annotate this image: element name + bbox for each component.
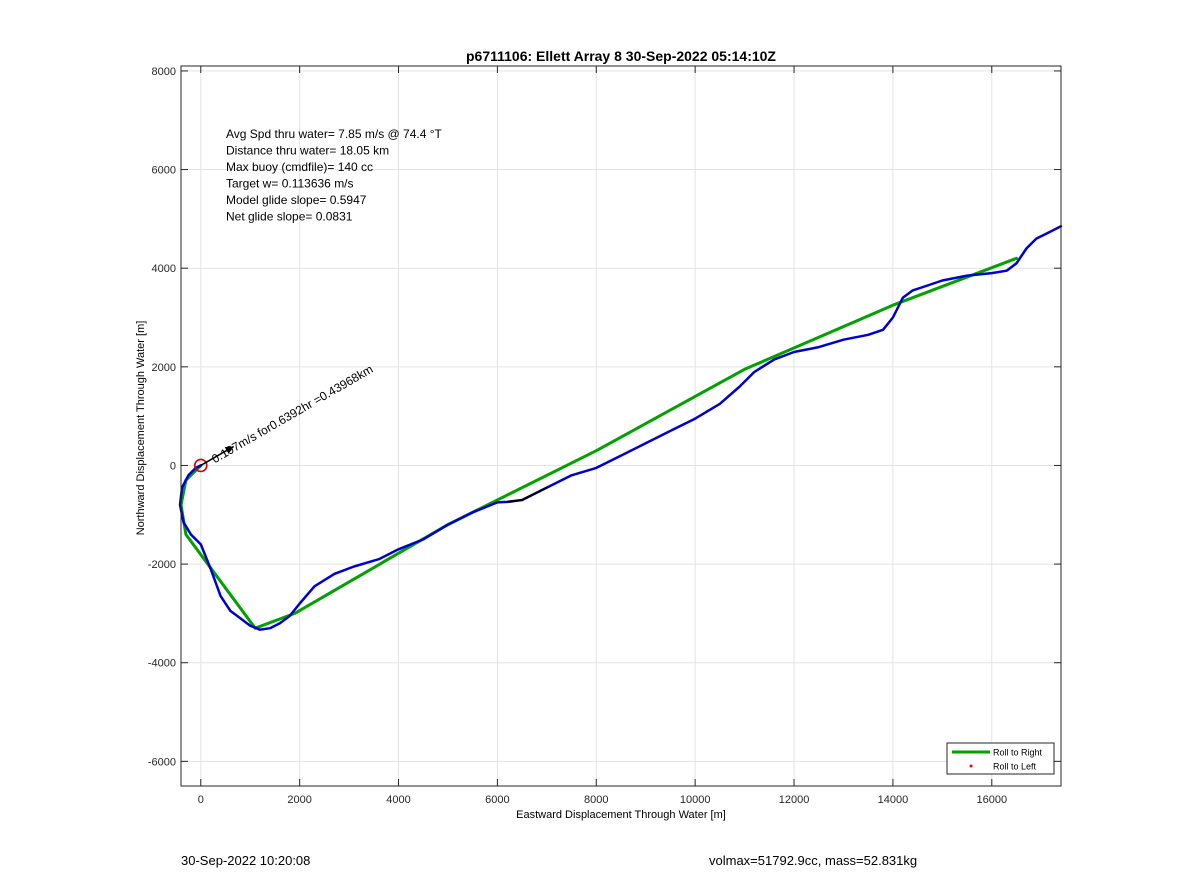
info-line: Net glide slope= 0.0831 bbox=[226, 210, 353, 224]
y-tick-label: -4000 bbox=[148, 658, 176, 670]
start-position-marker bbox=[193, 458, 208, 473]
y-tick-label: 4000 bbox=[152, 263, 176, 275]
x-tick-label: 10000 bbox=[680, 794, 711, 806]
x-tick-label: 16000 bbox=[976, 794, 1007, 806]
chart-title: p6711106: Ellett Array 8 30-Sep-2022 05:… bbox=[466, 48, 776, 64]
y-tick-label: 0 bbox=[170, 460, 176, 472]
info-line: Target w= 0.113636 m/s bbox=[226, 177, 354, 191]
y-tick-label: -2000 bbox=[148, 559, 176, 571]
chart-series bbox=[178, 225, 1063, 631]
x-tick-label: 4000 bbox=[386, 794, 410, 806]
info-text-block: Avg Spd thru water= 7.85 m/s @ 74.4 °T Di… bbox=[226, 127, 443, 224]
y-tick-label: 2000 bbox=[152, 362, 176, 374]
x-tick-label: 14000 bbox=[878, 794, 909, 806]
x-tick-label: 6000 bbox=[485, 794, 509, 806]
footer-timestamp: 30-Sep-2022 10:20:08 bbox=[181, 853, 311, 868]
axes-box bbox=[180, 65, 1062, 787]
legend-swatch-dot bbox=[969, 764, 973, 768]
chart-grid bbox=[181, 66, 1061, 786]
x-tick-label: 2000 bbox=[287, 794, 311, 806]
x-axis-label: Eastward Displacement Through Water [m] bbox=[516, 809, 726, 821]
y-tick-label: -6000 bbox=[148, 756, 176, 768]
x-tick-label: 12000 bbox=[779, 794, 810, 806]
footer-volmass: volmax=51792.9cc, mass=52.831kg bbox=[709, 853, 918, 868]
chart-ticks: 0 2000 4000 6000 8000 10000 12000 14000 16000 -60… bbox=[148, 66, 1061, 806]
info-line: Model glide slope= 0.5947 bbox=[226, 193, 367, 207]
y-axis-label: Northward Displacement Through Water [m] bbox=[135, 321, 147, 536]
current-arrow-head bbox=[224, 446, 234, 454]
series-line bbox=[506, 486, 548, 503]
chart-legend: Roll to Right Roll to Left bbox=[946, 742, 1055, 775]
legend-box bbox=[946, 742, 1055, 775]
info-line: Distance thru water= 18.05 km bbox=[226, 144, 389, 158]
series-line bbox=[179, 256, 1018, 630]
info-line: Avg Spd thru water= 7.85 m/s @ 74.4 °T bbox=[226, 127, 443, 141]
y-tick-label: 6000 bbox=[152, 165, 176, 177]
legend-label: Roll to Right bbox=[993, 748, 1043, 758]
x-tick-label: 0 bbox=[198, 794, 204, 806]
x-tick-label: 8000 bbox=[584, 794, 608, 806]
info-line: Max buoy (cmdfile)= 140 cc bbox=[226, 160, 373, 174]
y-tick-label: 8000 bbox=[152, 66, 176, 78]
legend-label: Roll to Left bbox=[993, 762, 1037, 772]
